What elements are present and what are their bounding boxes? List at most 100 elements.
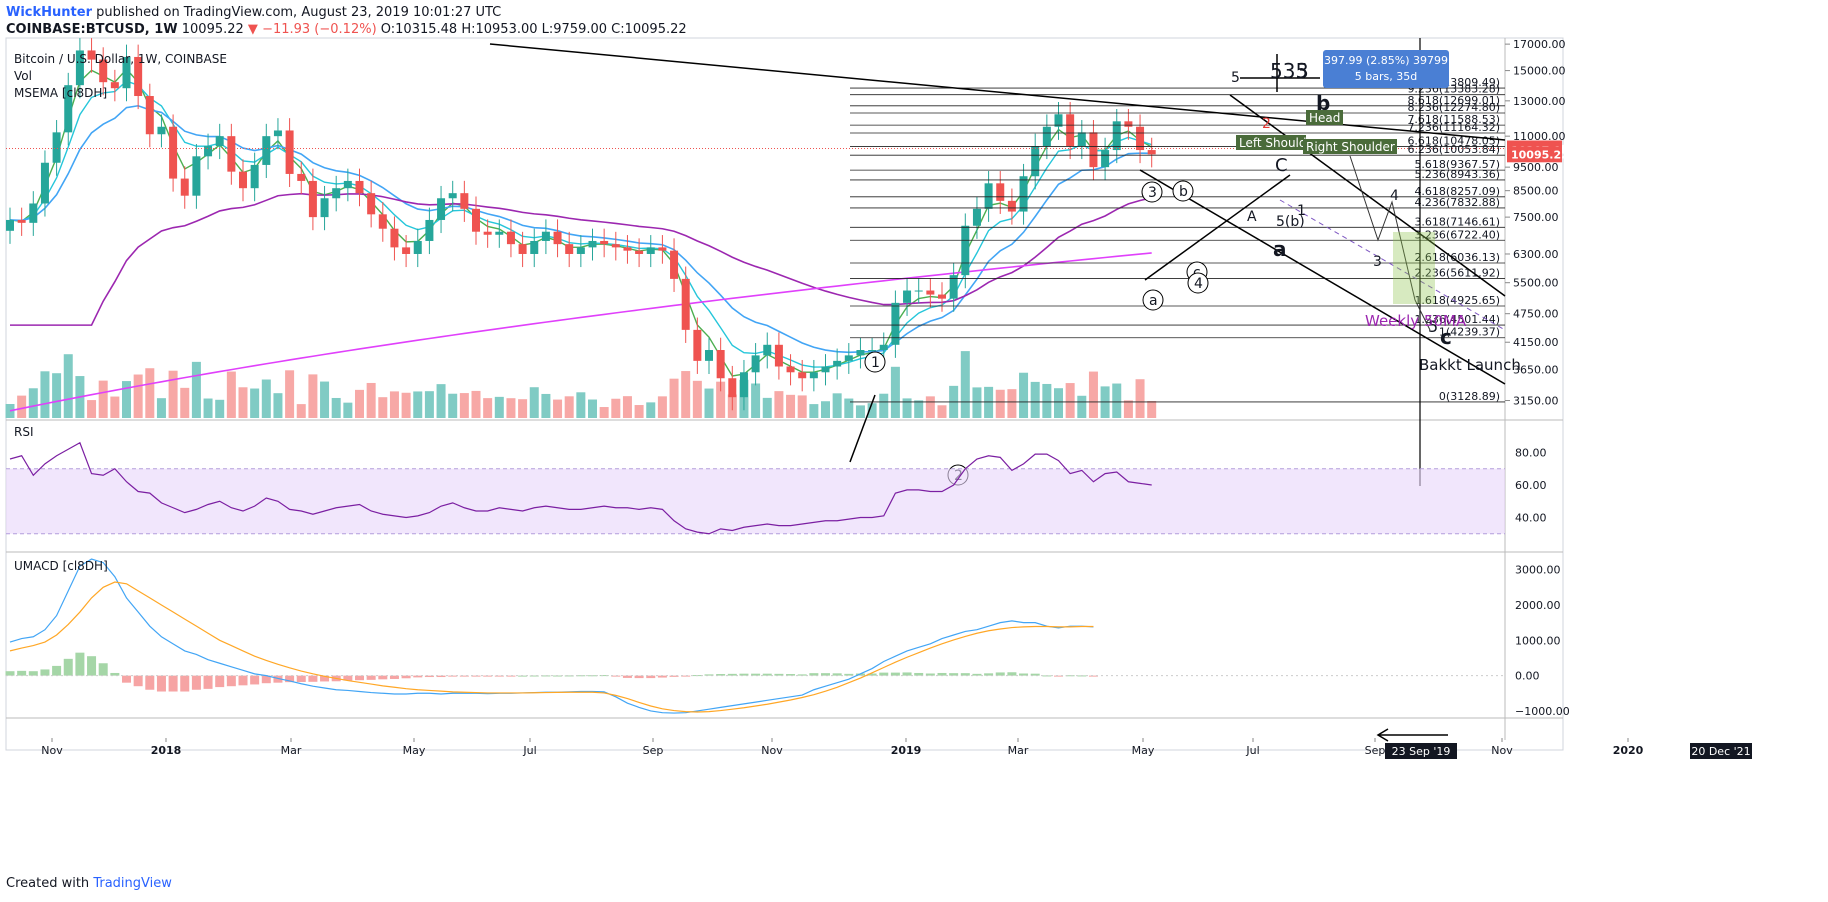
volume-bar [646,402,656,418]
volume-bar [401,392,411,418]
volume-bar [261,379,271,418]
candle-body [343,180,352,189]
wave-circle [864,351,886,373]
right-date-label: 20 Dec '21 [1691,745,1750,758]
fib-level-label: 6.236(10053.84) [1407,143,1500,156]
annotation-proj4: 4 [1390,188,1399,204]
volume-bar [436,384,446,418]
candle-body [961,225,970,276]
author-link[interactable]: WickHunter [6,5,92,20]
macd-histogram-bar [156,675,166,692]
candle-body [681,278,690,330]
annotation-c_big: C [1275,155,1288,176]
macd-histogram-bar [529,675,539,677]
candle-body [355,180,364,194]
macd-histogram-bar [727,673,737,676]
volume-bar [692,380,702,418]
candle-body [437,198,446,220]
time-label: Mar [281,744,302,757]
volume-bar [296,404,306,418]
price-tick-label: 17000.00 [1513,38,1566,51]
volume-bar [902,398,912,418]
candle-body [1042,126,1051,146]
macd-histogram-bar [972,673,982,676]
volume-bar [890,366,900,418]
volume-bar [471,390,481,418]
macd-histogram-bar [28,671,38,676]
candle-body [1066,114,1075,146]
candle-body [332,188,341,199]
target-zone [1393,232,1435,304]
volume-bar [995,389,1005,418]
candle-body [495,231,504,235]
candle-body [530,240,539,254]
legend-msema: MSEMA [cl8DH] [14,86,107,100]
chart-area[interactable]: 17000.0015000.0013000.0011000.009500.008… [0,0,1828,870]
volume-bar [937,405,947,418]
volume-bar [448,393,458,418]
annotation-left_shoulder: Left Shoulder [1239,136,1319,150]
candle-body [996,183,1005,201]
fib-level-label: 8.236(12274.80) [1407,101,1500,114]
fib-level-label: 0(3128.89) [1439,390,1500,403]
time-label: Nov [41,744,63,757]
macd-histogram-bar [145,675,155,690]
fib-level-label: 8.618(12699.01) [1407,94,1500,107]
volume-bar [972,387,982,418]
macd-histogram-bar [273,675,283,683]
macd-histogram-bar [355,675,364,681]
volume-bar [716,381,726,418]
macd-histogram-bar [634,675,644,679]
volume-bar [122,381,131,418]
candle-body [763,344,772,356]
annotation-w4: 4 [1194,276,1203,292]
rsi-band [6,468,1505,534]
volume-bar [28,388,38,418]
volume-bar [1077,395,1087,418]
annotation-five_top: 5 [1231,70,1240,86]
volume-bar [378,397,388,418]
fib-level-label: 1.618(4925.65) [1414,294,1500,307]
ohlc-values: O:10315.48 H:10953.00 L:9759.00 C:10095.… [380,22,687,37]
volume-bar [226,371,236,418]
macd-tick-label: −1000.00 [1515,705,1570,718]
macd-histogram-bar [459,675,469,677]
macd-histogram-bar [879,672,889,676]
time-label: 2020 [1613,744,1644,757]
candle-body [145,96,154,135]
volume-bar [634,405,644,418]
macd-histogram-bar [122,675,131,683]
candle-body [739,372,748,398]
macd-histogram-bar [494,675,504,677]
macd-histogram-bar [995,672,1005,676]
price-tick-label: 13000.00 [1513,95,1566,108]
rsi-tick-label: 40.00 [1515,512,1547,525]
volume-bar [879,393,889,418]
macd-histogram-bar [1007,672,1017,676]
tradingview-logo-link[interactable]: TradingView [93,876,172,891]
candle-body [553,231,562,245]
wave-1-line [849,394,876,463]
macd-histogram-bar [180,675,190,692]
candle-body [914,290,923,292]
annotation-five_b: 5(b) [1276,214,1305,230]
symbol-label: COINBASE:BTCUSD, 1W [6,22,178,37]
macd-histogram-bar [389,675,399,679]
candle-body [17,219,26,223]
candle-body [1124,121,1133,127]
volume-bar [145,368,155,418]
trendline-channel-bottom [1139,169,1506,385]
volume-bar [960,351,970,418]
time-label: Nov [1491,744,1513,757]
candle-body [600,240,609,245]
candle-body [728,378,737,398]
macd-histogram-bar [63,658,73,676]
candle-body [506,231,515,245]
trendline-support [1144,174,1291,281]
candle-body [786,366,795,373]
candle-body [122,56,131,89]
annotation-w3: 3 [1148,185,1157,201]
candle-body [413,240,422,254]
legend-rsi: RSI [14,425,34,439]
candle-body [576,247,585,254]
